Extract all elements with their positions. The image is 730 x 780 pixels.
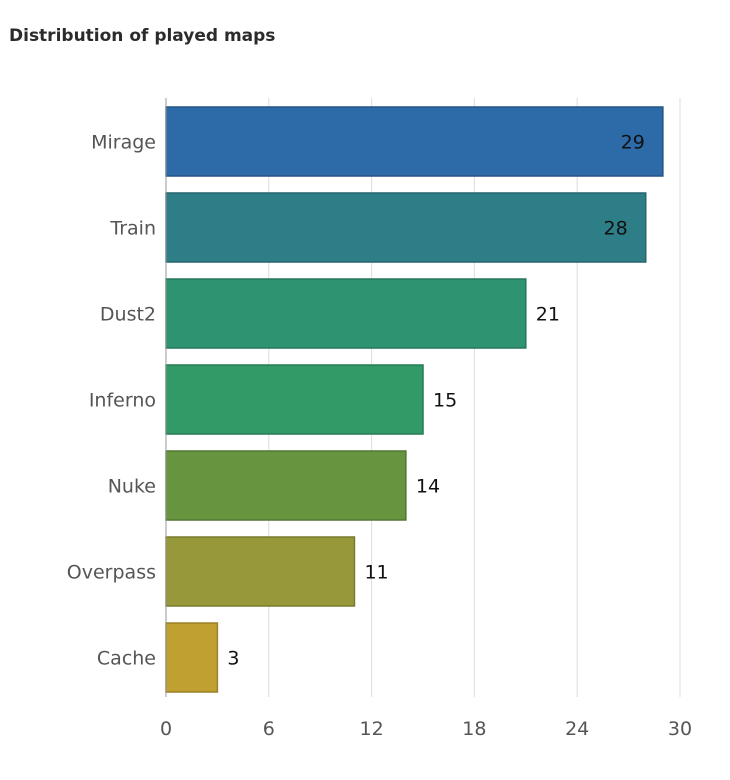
bar-train[interactable] bbox=[165, 192, 647, 263]
bar-nuke[interactable] bbox=[165, 450, 407, 521]
x-tick-label: 18 bbox=[462, 718, 486, 740]
chart-title: Distribution of played maps bbox=[9, 26, 276, 46]
category-label: Dust2 bbox=[100, 304, 156, 326]
x-tick-label: 30 bbox=[668, 718, 692, 740]
bar-cache[interactable] bbox=[165, 622, 219, 693]
bars bbox=[165, 106, 664, 693]
category-label: Overpass bbox=[67, 562, 156, 584]
category-label: Nuke bbox=[108, 476, 156, 498]
category-label: Inferno bbox=[89, 390, 156, 412]
bar-dust2[interactable] bbox=[165, 278, 527, 349]
value-label: 15 bbox=[433, 390, 457, 412]
value-label: 29 bbox=[621, 132, 645, 154]
value-label: 3 bbox=[227, 648, 239, 670]
bar-overpass[interactable] bbox=[165, 536, 356, 607]
x-tick-label: 24 bbox=[565, 718, 589, 740]
bar-mirage[interactable] bbox=[165, 106, 664, 177]
bar-inferno[interactable] bbox=[165, 364, 424, 435]
value-label: 28 bbox=[604, 218, 628, 240]
labels: 0 6 12 18 24 30 Mirage 29 Train 28 Dust2 21 Inferno 1… bbox=[67, 132, 692, 741]
x-tick-label: 0 bbox=[160, 718, 172, 740]
value-label: 14 bbox=[416, 476, 440, 498]
value-label: 21 bbox=[536, 304, 560, 326]
value-label: 11 bbox=[364, 562, 388, 584]
category-label: Train bbox=[109, 218, 156, 240]
x-tick-label: 6 bbox=[263, 718, 275, 740]
x-tick-label: 12 bbox=[360, 718, 384, 740]
category-label: Mirage bbox=[91, 132, 156, 154]
category-label: Cache bbox=[97, 648, 156, 670]
